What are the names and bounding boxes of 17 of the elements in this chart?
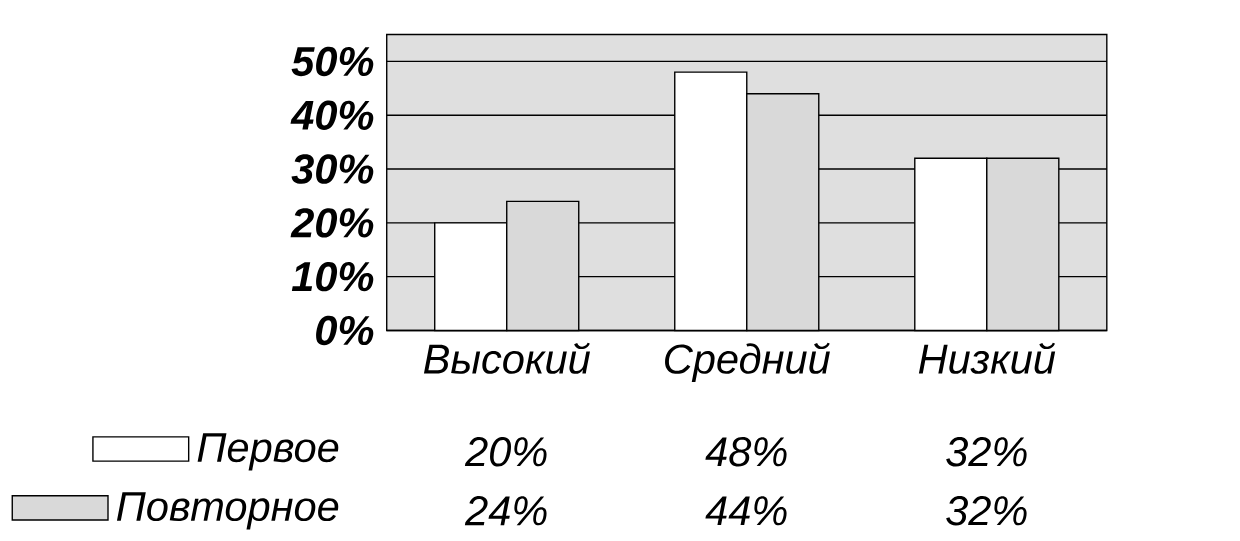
y-tick-label: 20% bbox=[290, 208, 374, 238]
y-tick-label: 0% bbox=[316, 315, 374, 346]
data-label: 32% bbox=[946, 496, 1027, 526]
data-label: 48% bbox=[705, 437, 787, 467]
x-tick-label: Высокий bbox=[423, 342, 590, 374]
y-tick-label: 10% bbox=[291, 261, 374, 292]
legend-label: Первое bbox=[197, 433, 339, 471]
y-tick-label: 30% bbox=[291, 154, 374, 184]
y-tick-label: 50% bbox=[291, 46, 374, 77]
data-label: 32% bbox=[946, 437, 1027, 467]
data-label: 24% bbox=[464, 496, 547, 526]
legend-label: Повторное bbox=[116, 492, 339, 530]
y-tick-label: 40% bbox=[290, 100, 374, 130]
x-tick-label: Низкий bbox=[918, 342, 1056, 374]
data-label: 44% bbox=[705, 496, 787, 526]
x-tick-label: Средний bbox=[665, 342, 830, 383]
data-label: 20% bbox=[464, 437, 547, 467]
